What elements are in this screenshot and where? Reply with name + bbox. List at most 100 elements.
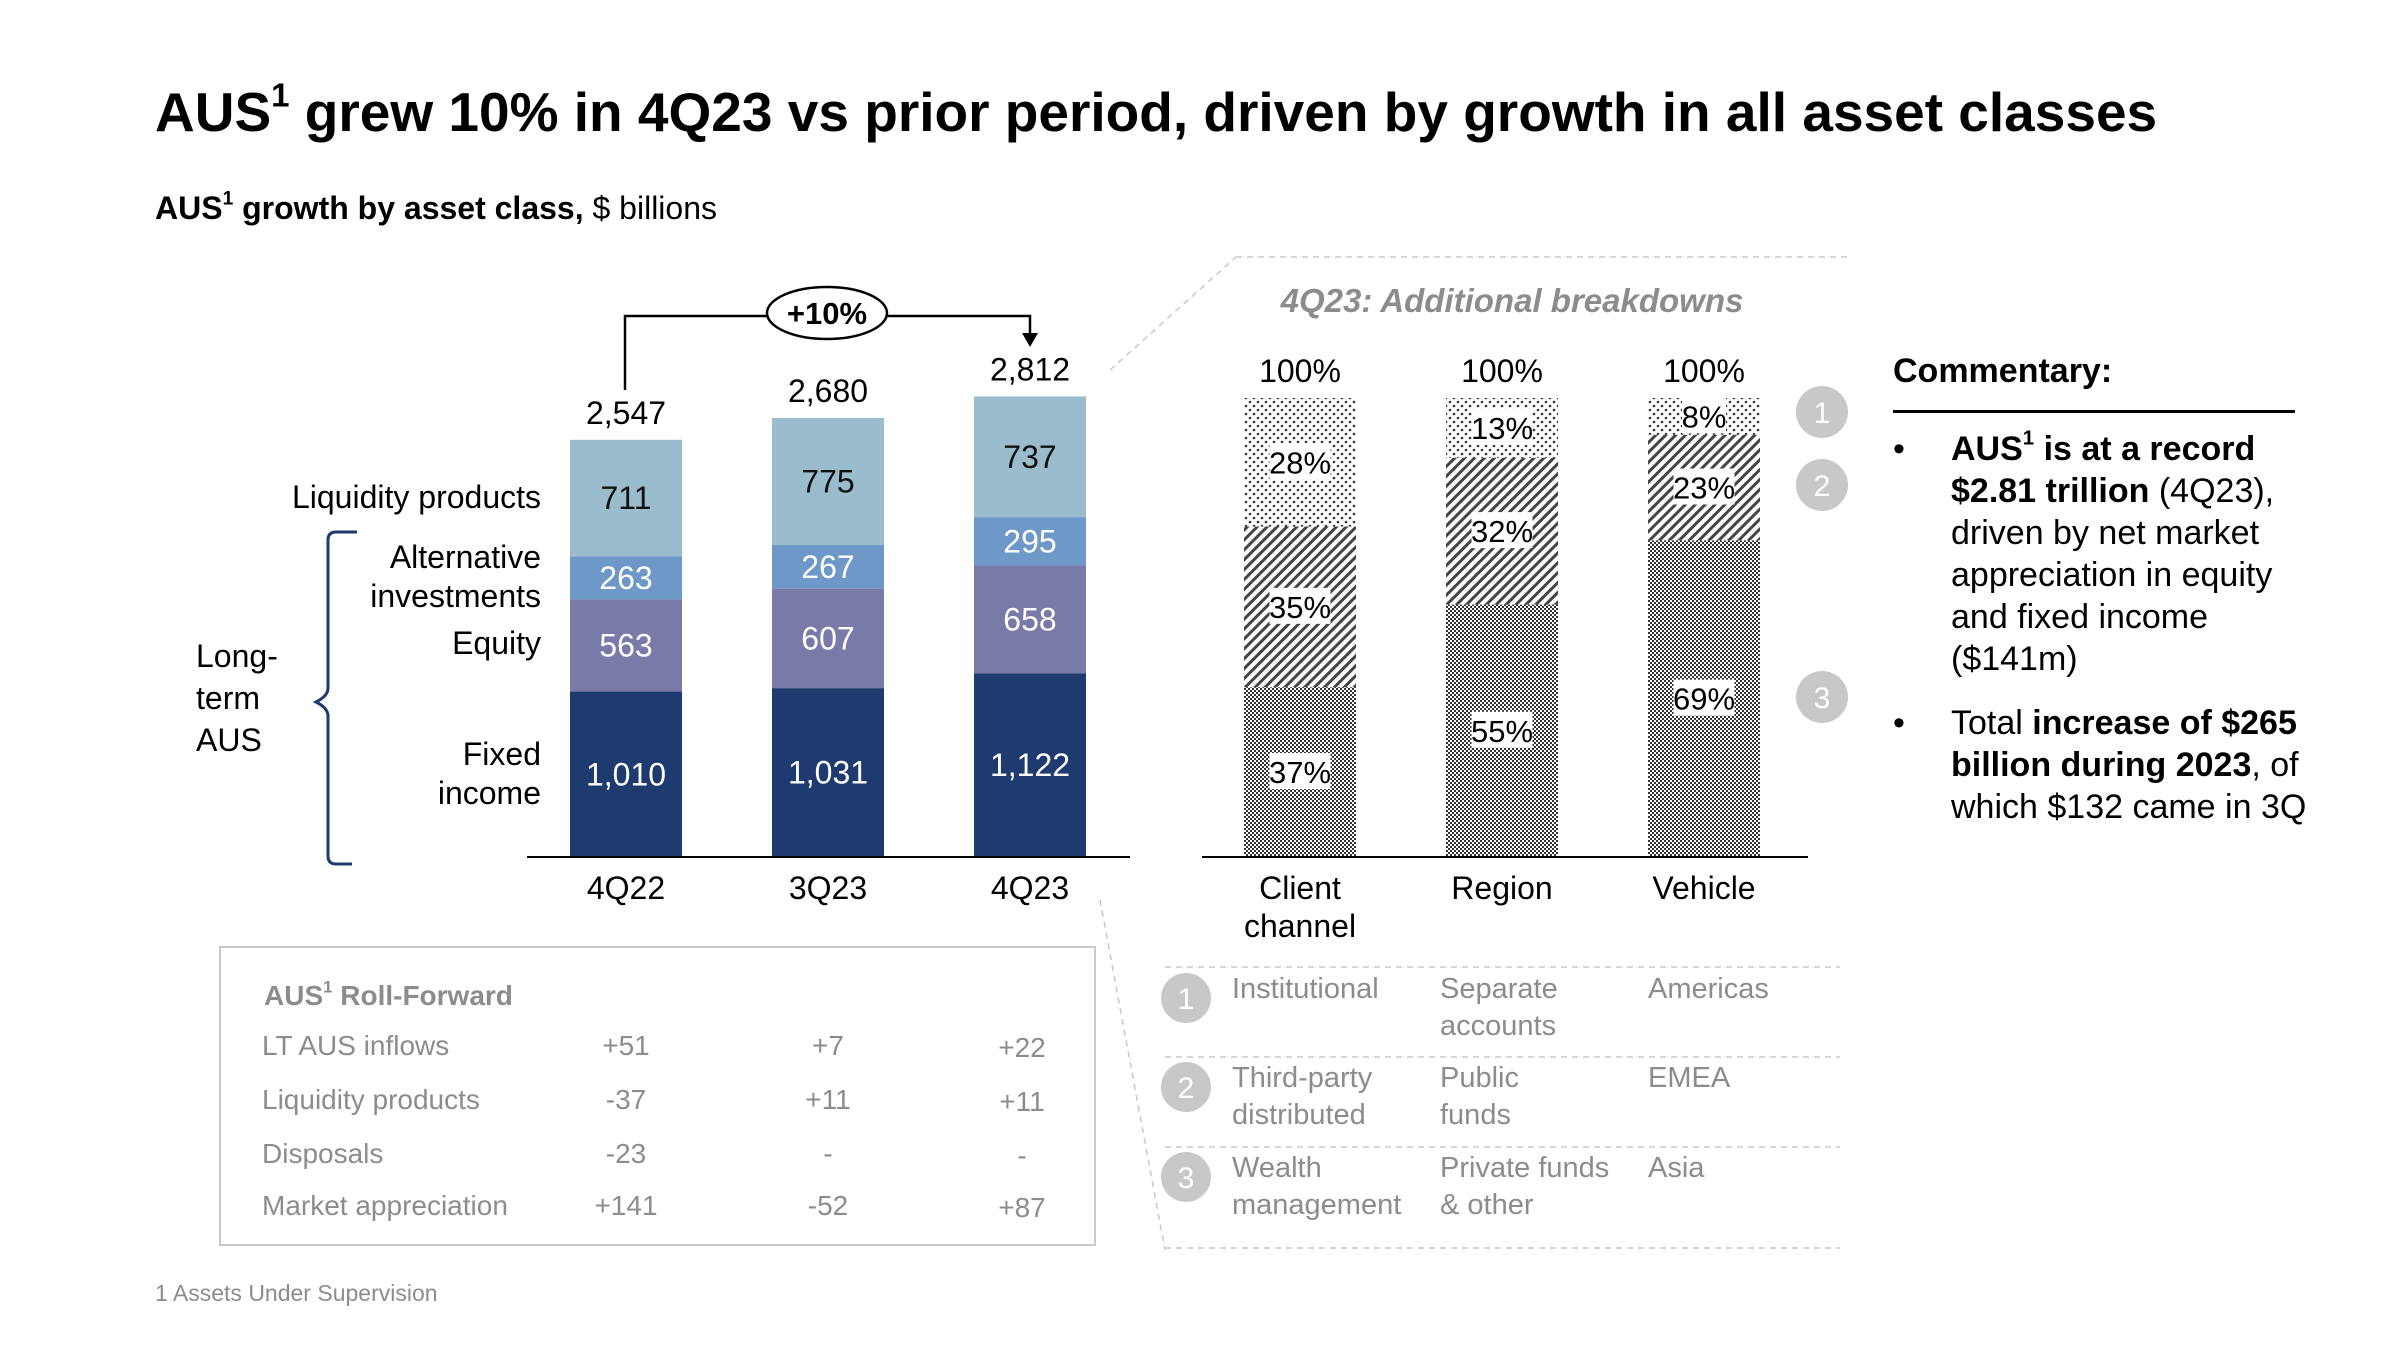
pct-label-3-vehicle: 69% xyxy=(1673,682,1735,717)
bar-liquidity-products-4q22 xyxy=(570,439,682,557)
category-label-alternative: investments xyxy=(370,578,541,614)
growth-arrow: +10% xyxy=(623,285,1038,390)
category-label-alternative: Alternative xyxy=(390,539,541,575)
segment-circle-1: 1 xyxy=(1796,386,1848,438)
subtitle-bold-prefix: AUS xyxy=(155,190,223,226)
legend-circle xyxy=(1161,1062,1211,1112)
pct-label-bg xyxy=(1471,512,1533,549)
roll-forward-box xyxy=(219,946,1096,1246)
rf-title-rest: Roll-Forward xyxy=(332,980,513,1011)
bullet2-text: , of which $132 came in 3Q xyxy=(1951,746,2307,826)
breakdown-legend-rows: 1 Institutional Separate accounts Americas 2 T… xyxy=(1161,966,1840,1249)
legend-row-2: 2 Third-party distributed Public funds EMEA xyxy=(1161,1062,1731,1131)
legend-number: 2 xyxy=(1178,1072,1195,1105)
bar-equity-4q22 xyxy=(570,599,682,692)
pct-label-bg xyxy=(1471,408,1533,445)
long-term-label-line: Long- xyxy=(196,638,278,674)
legend-circle xyxy=(1161,973,1211,1023)
pct-label-3-client-channel: 37% xyxy=(1269,755,1331,790)
pct-label-2-region: 32% xyxy=(1471,514,1533,549)
bar-fixed-income-4q23 xyxy=(974,673,1086,857)
rf-title-prefix: AUS xyxy=(264,980,324,1011)
value-label-fixed-income-4q22: 1,010 xyxy=(586,756,666,792)
value-label-fixed-income-4q23: 1,122 xyxy=(990,747,1070,783)
bullet1-bold-aus: AUS xyxy=(1951,430,2023,468)
value-label-alternative-investments-3q23: 267 xyxy=(801,549,854,585)
bar-fixed-income-3q23 xyxy=(772,688,884,857)
growth-oval xyxy=(765,285,889,341)
bar-alternative-investments-4q23 xyxy=(974,517,1086,566)
chart-subtitle: AUS1 growth by asset class, $ billions xyxy=(155,190,717,227)
bar-equity-3q23 xyxy=(772,588,884,689)
rf-value-lt-aus-inflows-3: +22 xyxy=(998,1032,1046,1063)
pct-label-bg xyxy=(1269,753,1331,790)
rf-value-disposals-3: - xyxy=(1017,1140,1027,1171)
pct-label-bg xyxy=(1673,468,1735,505)
value-label-alternative-investments-4q22: 263 xyxy=(599,560,652,596)
roll-forward-title: AUS1 Roll-Forward xyxy=(264,977,513,1012)
legend-cell-1-2: Separate xyxy=(1440,973,1558,1005)
long-term-label-line: term xyxy=(196,680,260,716)
x-label-4q23: 4Q23 xyxy=(991,870,1069,906)
long-term-aus-label: Long-term AUS xyxy=(196,638,278,758)
x-label-vehicle: Vehicle xyxy=(1652,870,1755,906)
commentary-heading: Commentary: xyxy=(1893,352,2113,390)
bullet2-bold: increase of $265 billion during 2023 xyxy=(1951,704,2297,784)
x-label-3q23: 3Q23 xyxy=(789,870,867,906)
rf-row-label-liquidity-products: Liquidity products xyxy=(262,1084,480,1115)
pct-label-2-vehicle: 23% xyxy=(1673,471,1735,506)
legend-cell-1-1: Institutional xyxy=(1232,973,1379,1005)
bullet-dot: • xyxy=(1893,704,1905,742)
frame-diagonal-bottom xyxy=(1099,899,1166,1251)
value-label-equity-4q22: 563 xyxy=(599,627,652,663)
pct-label-1-vehicle: 8% xyxy=(1682,399,1727,434)
segment-number-circles: 3 2 1 xyxy=(1796,386,1848,723)
total-label-4q22: 2,547 xyxy=(586,395,666,431)
value-label-liquidity-products-3q23: 775 xyxy=(801,463,854,499)
title-prefix: AUS xyxy=(155,81,272,143)
x-label-client-channel: Client xyxy=(1259,870,1341,906)
pct-label-bg xyxy=(1673,679,1735,716)
breakdown-stacked-bars: 37% 35% 28% 55% 32% 13% 69% 23% 8% xyxy=(1244,397,1760,857)
legend-row-1: 1 Institutional Separate accounts Americas xyxy=(1161,973,1769,1042)
segment-circle-2: 2 xyxy=(1796,459,1848,511)
category-label-liquidity: Liquidity products xyxy=(292,479,541,515)
rf-value-lt-aus-inflows-1: +51 xyxy=(602,1030,650,1061)
svg-text:1: 1 xyxy=(1814,397,1831,430)
bar-equity-4q23 xyxy=(974,565,1086,674)
rf-value-liquidity-products-3: +11 xyxy=(999,1086,1045,1117)
svg-text:3: 3 xyxy=(1814,682,1831,715)
commentary-rule xyxy=(1893,410,2295,413)
footnote: 1 Assets Under Supervision xyxy=(155,1280,438,1306)
pct-label-bg xyxy=(1682,397,1726,434)
frame-diagonal-top xyxy=(1109,256,1237,371)
breakdown-frame xyxy=(1099,256,1848,1251)
value-label-liquidity-products-4q23: 737 xyxy=(1003,439,1056,475)
rf-value-market-appreciation-3: +87 xyxy=(998,1192,1046,1223)
slide-title: AUS1 grew 10% in 4Q23 vs prior period, d… xyxy=(155,78,2157,144)
category-label-fixed: income xyxy=(438,775,541,811)
aus-stacked-bars: 1,010 563 263 711 1,031 607 267 775 1,122 658 295 7… xyxy=(570,396,1086,857)
legend-cell-2-2: funds xyxy=(1440,1099,1511,1131)
bullet1-text: (4Q23), driven by net market appreciatio… xyxy=(1951,472,2275,678)
legend-cell-2-1: distributed xyxy=(1232,1099,1366,1131)
rf-title-superscript: 1 xyxy=(323,977,333,997)
rf-value-market-appreciation-2: -52 xyxy=(807,1190,849,1221)
rf-value-liquidity-products-2: +11 xyxy=(805,1084,851,1115)
x-label-region: Region xyxy=(1451,870,1552,906)
growth-label: +10% xyxy=(787,296,867,331)
pct-label-bg xyxy=(1471,711,1533,748)
pct-label-1-client-channel: 28% xyxy=(1269,445,1331,480)
value-label-liquidity-products-4q22: 711 xyxy=(600,480,651,516)
legend-cell-3-1: Wealth xyxy=(1232,1152,1322,1184)
legend-cell-2-3: EMEA xyxy=(1648,1062,1731,1094)
legend-circle xyxy=(1161,1152,1211,1202)
pct-label-1-region: 13% xyxy=(1471,411,1533,446)
legend-number: 3 xyxy=(1178,1162,1195,1195)
rf-value-disposals-2: - xyxy=(823,1138,833,1169)
title-superscript: 1 xyxy=(271,76,290,114)
x-label-4q22: 4Q22 xyxy=(587,870,665,906)
